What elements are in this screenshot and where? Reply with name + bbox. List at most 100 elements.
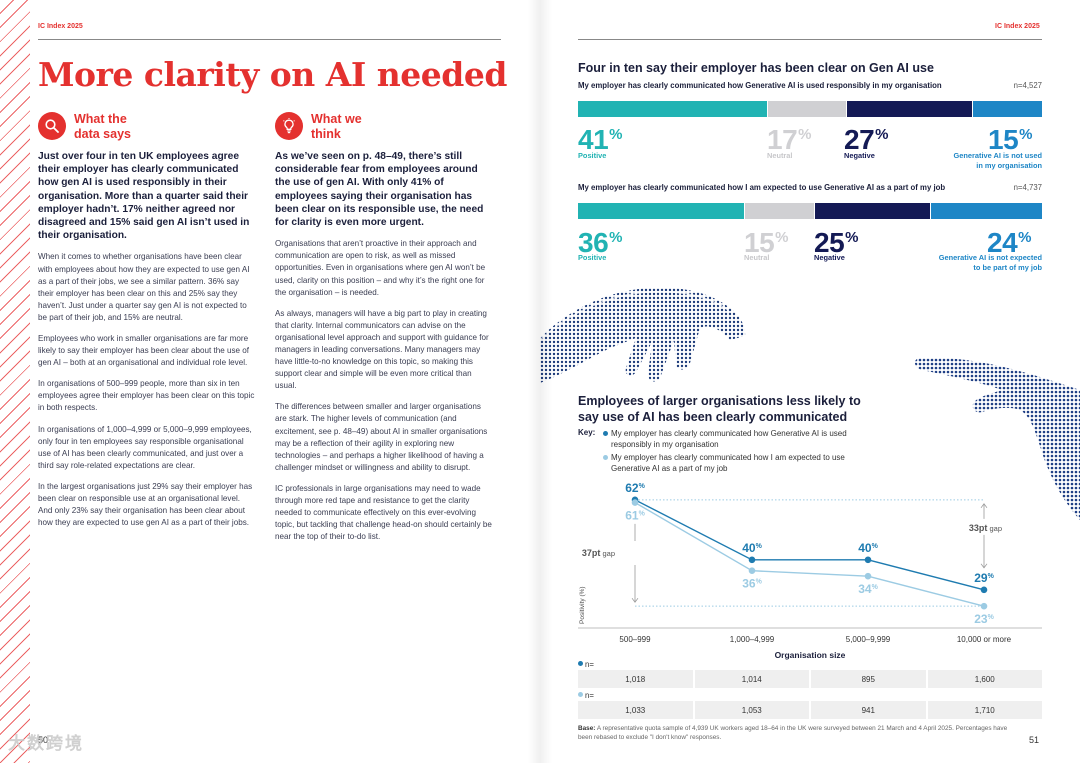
legend-key-label: Key: <box>578 428 596 437</box>
page-number-right: 51 <box>1029 735 1040 745</box>
question-text: My employer has clearly communicated how… <box>578 81 942 90</box>
bar-segment-neutral <box>744 203 815 219</box>
body-paragraph: IC professionals in large organisations … <box>275 483 492 542</box>
series-1-data-label: 40% <box>858 541 878 555</box>
legend-item-series-1: My employer has clearly communicated how… <box>603 428 873 450</box>
pct-value: 24 <box>987 227 1018 258</box>
y-axis-label: Positivity (%) <box>579 586 586 624</box>
bar-segment-positive <box>578 203 744 219</box>
bar-segment-not_used <box>931 203 1042 219</box>
lightbulb-icon <box>275 112 303 140</box>
gap-annotation-37pt: 37pt gap <box>582 548 615 558</box>
pct-sign: % <box>875 126 888 143</box>
header-rule-left <box>38 39 501 40</box>
bar-segment-negative <box>847 101 972 117</box>
n-cell: 895 <box>811 670 926 688</box>
gap-33-arrowhead-bottom <box>980 563 988 569</box>
base-note: Base: A representative quota sample of 4… <box>578 725 1018 742</box>
label-not-used: Generative AI is not used in my organisat… <box>892 151 1042 171</box>
x-tick-label: 10,000 or more <box>957 635 1012 644</box>
bar-segment-not_used <box>972 101 1043 117</box>
body-paragraph: Organisations that aren’t proactive in t… <box>275 239 486 297</box>
gutter-shadow <box>528 0 552 763</box>
series-dot <box>578 692 583 697</box>
gap-annotation-33pt: 33pt gap <box>969 523 1002 533</box>
pct-sign: % <box>1018 229 1031 246</box>
label-positive: Positive <box>578 253 607 262</box>
pct-not-used: 24% <box>987 224 1031 257</box>
header-rule-right <box>578 39 1042 40</box>
pct-value: 15 <box>744 227 775 258</box>
running-head-left: IC Index 2025 <box>38 23 83 30</box>
pct-sign: % <box>845 229 858 246</box>
hatch-decoration <box>0 0 30 763</box>
lead-paragraph: Just over four in ten UK employees agree… <box>38 151 250 242</box>
n-label-series-2: n= <box>578 691 594 700</box>
pct-positive: 36% <box>578 224 622 257</box>
pct-value: 27 <box>844 124 875 155</box>
legend-dot <box>603 455 608 460</box>
x-axis-title: Organisation size <box>775 650 846 660</box>
pct-negative: 25% <box>814 224 858 257</box>
x-tick-label: 500–999 <box>619 635 651 644</box>
n-cell: 1,053 <box>694 701 809 719</box>
series-2-data-label: 23% <box>974 612 994 626</box>
base-note-label: Base: <box>578 725 596 732</box>
gap-33-arrowhead-top <box>980 503 988 509</box>
body-paragraph: The differences between smaller and larg… <box>275 402 488 472</box>
pct-value: 41 <box>578 124 609 155</box>
label-line: to be part of my job <box>973 263 1042 272</box>
legend-dot <box>603 431 608 436</box>
n-row-series-1: 1,018 1,014 895 1,600 <box>578 670 1042 688</box>
label-not-expected: Generative AI is not expected to be part … <box>892 253 1042 273</box>
n-label-series-1: n= <box>578 660 594 669</box>
robot-hand-illustration <box>540 287 746 383</box>
pct-sign: % <box>609 126 622 143</box>
body-paragraph: In the largest organisations just 29% sa… <box>38 481 253 528</box>
pct-neutral: 17% <box>767 121 811 154</box>
series-2-data-label: 61% <box>625 509 645 523</box>
label-neutral: Neutral <box>744 253 770 262</box>
label-line: Generative AI is not used <box>953 151 1042 160</box>
series-1-data-label: 40% <box>742 541 762 555</box>
column-data-says: What the data says Just over four in ten… <box>38 112 256 529</box>
x-tick-label: 1,000–4,999 <box>730 635 775 644</box>
chart-title: Employees of larger organisations less l… <box>578 394 861 424</box>
series-1-data-label: 62% <box>625 481 645 495</box>
legend-text: My employer has clearly communicated how… <box>611 429 847 449</box>
series-2-data-label: 34% <box>858 582 878 596</box>
column-we-think: What we think As we’ve seen on p. 48–49,… <box>275 112 493 543</box>
body-paragraph: In organisations of 500–999 people, more… <box>38 379 255 413</box>
bar-segment-neutral <box>768 101 847 117</box>
label-negative: Negative <box>844 151 875 160</box>
stacked-bar <box>578 203 1042 219</box>
label-positive: Positive <box>578 151 607 160</box>
n-row-series-2: 1,033 1,053 941 1,710 <box>578 701 1042 719</box>
n-cell: 1,014 <box>694 670 809 688</box>
pct-sign: % <box>798 126 811 143</box>
pct-value: 36 <box>578 227 609 258</box>
pct-sign: % <box>1019 126 1032 143</box>
pct-value: 15 <box>988 124 1019 155</box>
page-title: More clarity on AI needed <box>38 55 507 94</box>
pct-value: 25 <box>814 227 845 258</box>
label-line: Generative AI is not expected <box>938 253 1042 262</box>
pct-sign: % <box>609 229 622 246</box>
n-label-text: n= <box>585 691 594 700</box>
body-paragraph: As always, managers will have a big part… <box>275 308 489 391</box>
pct-negative: 27% <box>844 121 888 154</box>
label-line: in my organisation <box>976 161 1042 170</box>
body-paragraph: Employees who work in smaller organisati… <box>38 333 250 368</box>
column-heading-text: What the data says <box>74 112 131 141</box>
column-heading: What the data says <box>38 112 256 146</box>
series-2-point <box>980 602 988 610</box>
pct-sign: % <box>775 229 788 246</box>
label-neutral: Neutral <box>767 151 793 160</box>
stacked-bar <box>578 101 1043 117</box>
pct-neutral: 15% <box>744 224 788 257</box>
series-1-point <box>748 556 756 564</box>
sample-size: n=4,527 <box>1013 81 1042 90</box>
series-2-point <box>631 499 639 506</box>
n-label-text: n= <box>585 660 594 669</box>
n-cell: 1,033 <box>578 701 693 719</box>
